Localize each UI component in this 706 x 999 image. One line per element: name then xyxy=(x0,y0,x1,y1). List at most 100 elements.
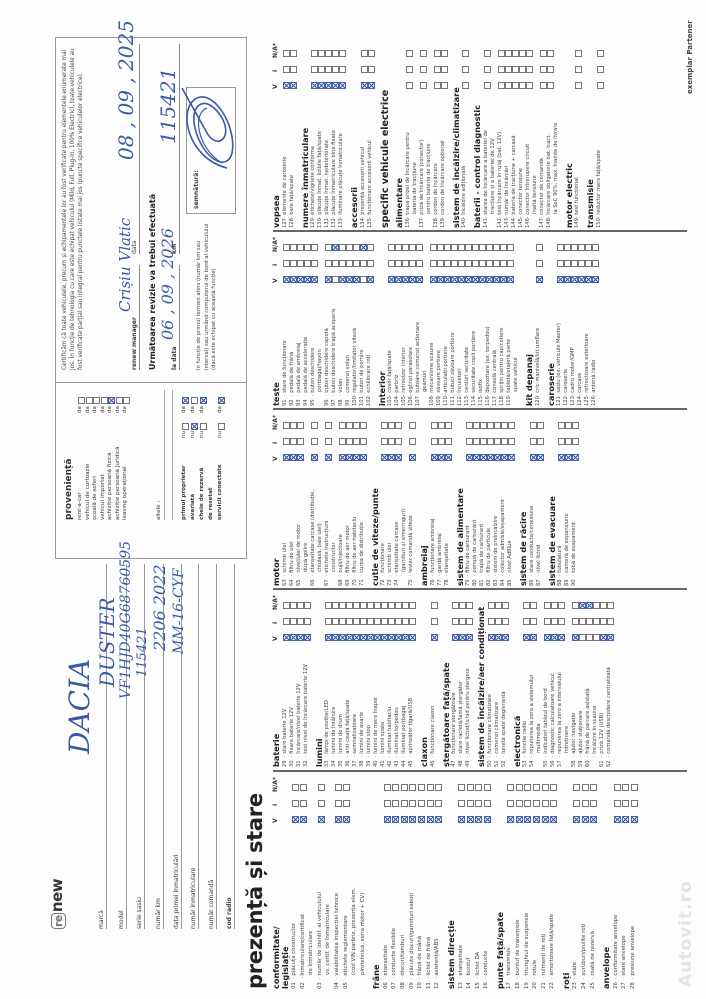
field-2[interactable]: serie șasiu xyxy=(134,564,145,929)
checkbox-i[interactable] xyxy=(596,66,604,73)
checkbox-i[interactable] xyxy=(572,438,579,445)
yes-checkbox[interactable] xyxy=(191,397,198,404)
checkbox-v[interactable] xyxy=(536,454,544,461)
checkbox-i[interactable] xyxy=(409,438,416,445)
provenance-option[interactable]: achiziție persoană fizică da xyxy=(107,385,115,520)
checkbox-v[interactable] xyxy=(501,634,509,641)
provenance-option[interactable]: leasing operațional da xyxy=(122,385,130,520)
checkbox-v[interactable] xyxy=(550,816,558,823)
checkbox-na[interactable] xyxy=(630,784,638,791)
checkbox-na[interactable] xyxy=(366,244,374,251)
checkbox-i[interactable] xyxy=(409,618,416,625)
other-field[interactable]: altele : xyxy=(156,390,165,520)
checkbox-i[interactable] xyxy=(289,66,297,73)
checkbox-i[interactable] xyxy=(359,438,367,445)
checkbox-na[interactable] xyxy=(575,50,582,57)
checkbox-v[interactable] xyxy=(289,82,297,89)
checkbox-na[interactable] xyxy=(572,422,579,429)
checkbox-na[interactable] xyxy=(444,422,452,429)
checkbox-i[interactable] xyxy=(367,66,375,73)
checkbox-v[interactable] xyxy=(409,634,416,641)
no-checkbox[interactable] xyxy=(191,423,198,430)
checkbox-v[interactable] xyxy=(535,276,543,283)
checkbox-na[interactable] xyxy=(435,784,443,791)
checkbox-i[interactable] xyxy=(366,260,374,267)
checkbox-na[interactable] xyxy=(430,602,438,609)
no-checkbox[interactable] xyxy=(218,423,225,430)
checkbox-v[interactable] xyxy=(339,82,346,89)
checkbox-v[interactable] xyxy=(630,816,638,823)
checkbox-na[interactable] xyxy=(409,422,416,429)
checkbox-v[interactable] xyxy=(596,82,604,89)
checkbox-i[interactable] xyxy=(590,800,598,807)
checkbox-i[interactable] xyxy=(430,618,438,625)
checkbox-na[interactable] xyxy=(508,422,515,429)
provenance-option[interactable]: achiziție persoană juridică da xyxy=(115,385,123,520)
checkbox-i[interactable] xyxy=(630,800,638,807)
provenance-option[interactable]: rent-a-car da xyxy=(77,385,85,520)
checkbox-i[interactable] xyxy=(462,66,469,73)
checkbox-v[interactable] xyxy=(444,454,452,461)
checkbox-i[interactable] xyxy=(435,800,443,807)
checkbox-na[interactable] xyxy=(484,784,492,791)
checkbox-na[interactable] xyxy=(501,602,509,609)
checkbox-i[interactable] xyxy=(484,800,492,807)
checkbox-na[interactable] xyxy=(535,244,543,251)
checkbox-v[interactable] xyxy=(435,816,443,823)
checkbox-v[interactable] xyxy=(466,634,473,641)
checkbox-na[interactable] xyxy=(409,602,416,609)
checkbox-i[interactable] xyxy=(440,66,448,73)
checkbox-v[interactable] xyxy=(359,454,367,461)
checkbox-v[interactable] xyxy=(508,454,515,461)
checkbox-v[interactable] xyxy=(590,816,598,823)
checkbox-i[interactable] xyxy=(550,800,558,807)
checkbox-na[interactable] xyxy=(466,602,473,609)
checkbox-na[interactable] xyxy=(590,784,598,791)
option-checkbox[interactable] xyxy=(123,397,130,404)
checkbox-na[interactable] xyxy=(462,50,469,57)
field-6[interactable]: număr comandă xyxy=(206,564,217,929)
checkbox-na[interactable] xyxy=(359,422,367,429)
checkbox-i[interactable] xyxy=(508,438,515,445)
field-7[interactable]: cod radio xyxy=(224,564,235,929)
checkbox-v[interactable] xyxy=(607,634,614,641)
checkbox-na[interactable] xyxy=(596,50,604,57)
checkbox-na[interactable] xyxy=(289,50,297,57)
checkbox-v[interactable] xyxy=(367,82,375,89)
checkbox-na[interactable] xyxy=(339,50,346,57)
checkbox-v[interactable] xyxy=(366,276,374,283)
checkbox-v[interactable] xyxy=(575,82,582,89)
checkbox-na[interactable] xyxy=(607,602,614,609)
checkbox-i[interactable] xyxy=(575,66,582,73)
checkbox-na[interactable] xyxy=(536,422,544,429)
checkbox-i[interactable] xyxy=(501,618,509,625)
yes-checkbox[interactable] xyxy=(218,397,225,404)
checkbox-i[interactable] xyxy=(444,438,452,445)
checkbox-i[interactable] xyxy=(535,260,543,267)
field-5[interactable]: număr înmatriculare xyxy=(188,564,199,929)
yes-checkbox[interactable] xyxy=(182,397,189,404)
no-checkbox[interactable] xyxy=(200,423,207,430)
yes-checkbox[interactable] xyxy=(200,397,207,404)
checkbox-na[interactable] xyxy=(550,784,558,791)
provenance-option[interactable]: vehicul importat da xyxy=(100,385,108,520)
checkbox-v[interactable] xyxy=(484,816,492,823)
checkbox-v[interactable] xyxy=(430,634,438,641)
checkbox-v[interactable] xyxy=(462,82,469,89)
checkbox-na[interactable] xyxy=(440,50,448,57)
provenance-option[interactable]: școală de șoferi da xyxy=(92,385,100,520)
checkbox-v[interactable] xyxy=(572,454,579,461)
checkbox-v[interactable] xyxy=(409,454,416,461)
provenance-option[interactable]: vehicul de curtoazie da xyxy=(85,385,93,520)
checkbox-i[interactable] xyxy=(339,66,346,73)
checkbox-v[interactable] xyxy=(592,276,599,283)
checkbox-i[interactable] xyxy=(466,618,473,625)
checkbox-na[interactable] xyxy=(367,50,375,57)
checkbox-i[interactable] xyxy=(607,618,614,625)
checkbox-i[interactable] xyxy=(303,618,311,625)
checkbox-v[interactable] xyxy=(303,634,311,641)
checkbox-na[interactable] xyxy=(592,244,599,251)
checkbox-na[interactable] xyxy=(303,602,311,609)
checkbox-i[interactable] xyxy=(592,260,599,267)
no-checkbox[interactable] xyxy=(182,423,189,430)
